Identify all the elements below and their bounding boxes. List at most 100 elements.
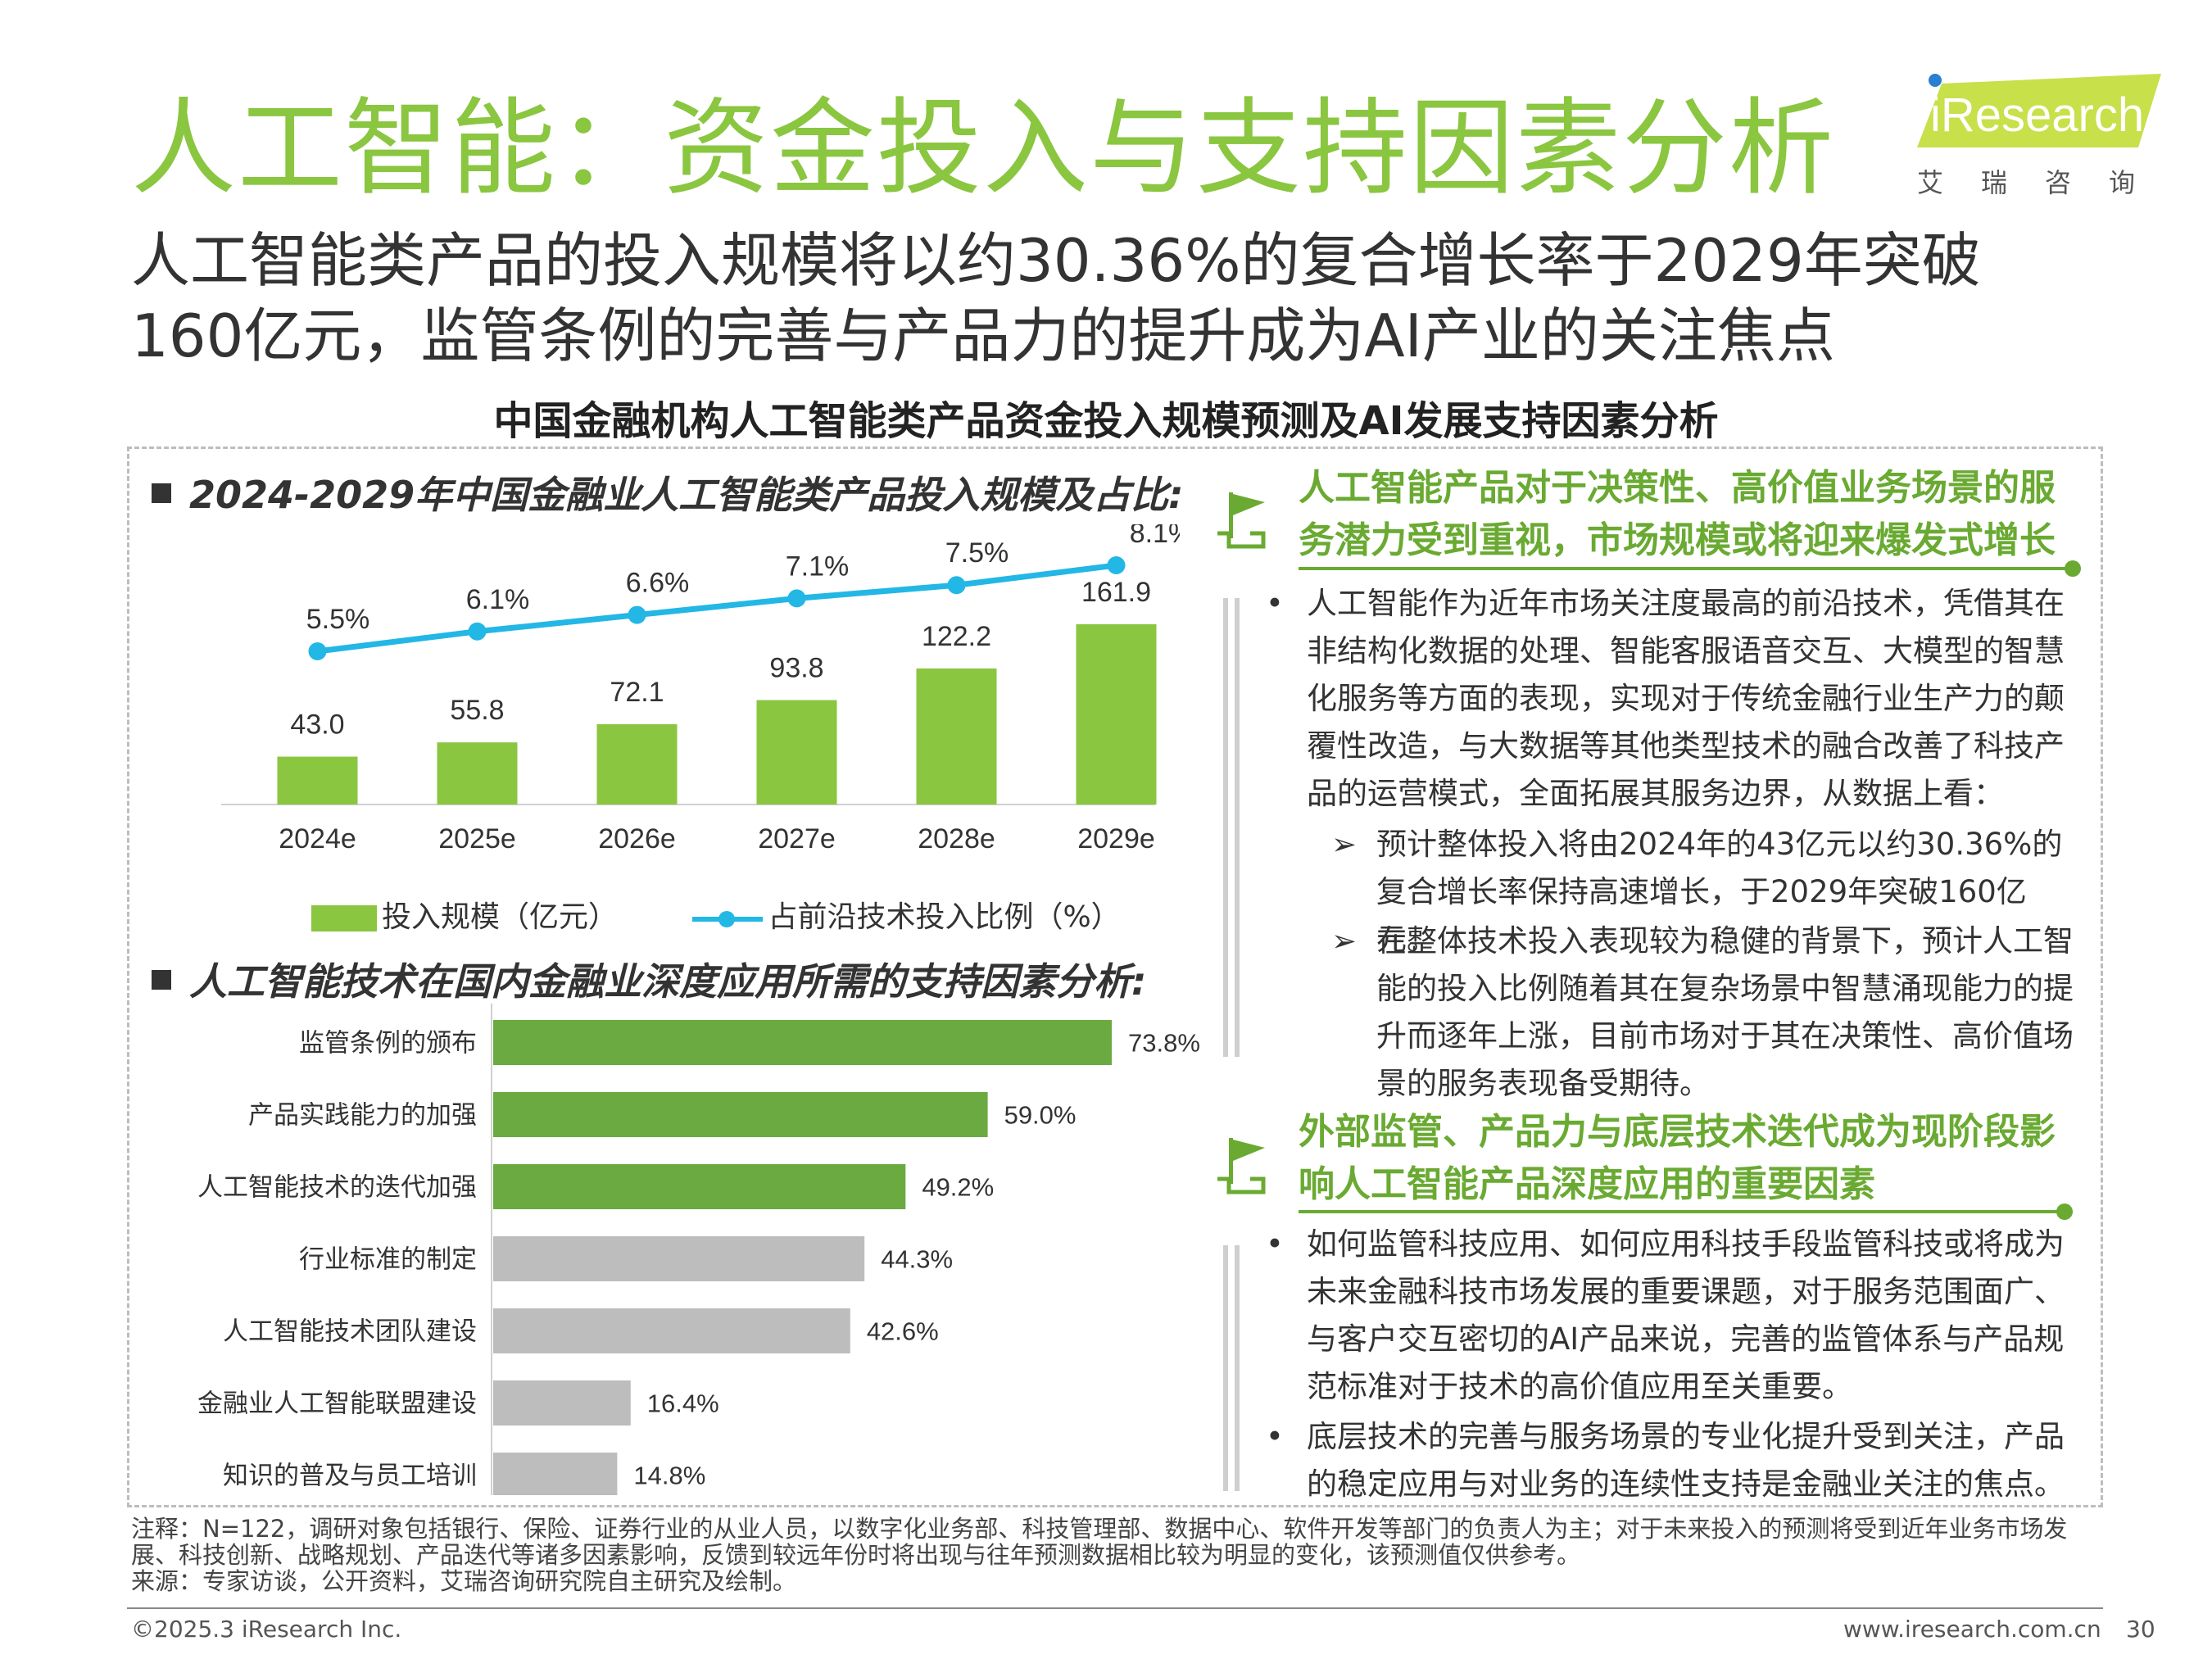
tick-label-2029e: 2029e: [1077, 823, 1155, 854]
bar-label-2026e: 72.1: [610, 677, 664, 708]
chart2-title: 人工智能技术在国内金融业深度应用所需的支持因素分析:: [189, 959, 1147, 1004]
bar-2024e: [277, 756, 358, 805]
sec1-underline: [1299, 567, 2073, 570]
footer-copyright: ©2025.3 iResearch Inc.: [131, 1616, 402, 1643]
category-label: 人工智能技术团队建设: [223, 1317, 477, 1347]
ratio-label-2024e: 5.5%: [306, 604, 370, 635]
tick-label-2025e: 2025e: [438, 823, 516, 854]
chart2-heading: 人工智能技术在国内金融业深度应用所需的支持因素分析:: [152, 952, 1146, 1006]
sec2-bullet2: • 底层技术的完善与服务场景的专业化提升受到关注，产品的稳定应用与对业务的连续性…: [1266, 1413, 2085, 1508]
factor-value-label: 14.8%: [633, 1462, 705, 1490]
factor-value-label: 42.6%: [867, 1317, 939, 1346]
bar-2025e: [437, 742, 518, 805]
ratio-label-2026e: 6.6%: [626, 568, 690, 599]
ratio-point-2026e: [628, 605, 646, 624]
ratio-point-2024e: [308, 642, 327, 660]
legend-line-swatch: [692, 905, 764, 931]
chart1-title: 2024-2029年中国金融业人工智能类产品投入规模及占比:: [189, 473, 1184, 517]
tick-label-2028e: 2028e: [918, 823, 995, 854]
square-bullet-icon: [152, 969, 171, 990]
support-factors-chart: 监管条例的颁布 73.8% 产品实践能力的加强 59.0% 人工智能技术的迭代加强 49.…: [197, 1004, 1200, 1495]
footer-url[interactable]: www.iresearch.com.cn: [1843, 1616, 2101, 1643]
category-label: 产品实践能力的加强: [248, 1101, 477, 1131]
bar-2026e: [596, 724, 678, 805]
logo-text: iResearch: [1930, 88, 2144, 142]
sec1-bullet: • 人工智能作为近年市场关注度最高的前沿技术，凭借其在非结构化数据的处理、智能客…: [1266, 580, 2085, 818]
factor-bar: [493, 1453, 618, 1495]
category-label: 行业标准的制定: [299, 1245, 477, 1275]
ratio-point-2025e: [468, 622, 487, 641]
page-title: 人工智能：资金投入与支持因素分析: [131, 88, 1836, 210]
flag-icon: [1217, 1138, 1266, 1194]
legend-line-label: 占前沿技术投入比例（%）: [768, 900, 1121, 934]
ratio-label-2029e: 8.1%: [1130, 524, 1180, 549]
footer-divider: [127, 1607, 2103, 1609]
sec1-bullet-text: 人工智能作为近年市场关注度最高的前沿技术，凭借其在非结构化数据的处理、智能客服语…: [1307, 586, 2065, 811]
factor-value-label: 59.0%: [1004, 1101, 1077, 1130]
investment-combo-chart: 43.0 2024e 55.8 2025e 72.1 2026e 93.8 2027e 122.…: [221, 524, 1180, 854]
sec1-sub1: ➢ 预计整体投入将由2024年的43亿元以约30.36%的复合增长率保持高速增长…: [1331, 821, 2085, 963]
factor-bar: [493, 1380, 631, 1426]
sec2-bullet1-text: 如何监管科技应用、如何应用科技手段监管科技或将成为未来金融科技市场发展的重要课题…: [1307, 1226, 2065, 1404]
bar-label-2028e: 122.2: [922, 621, 991, 652]
right-sec2-title: 外部监管、产品力与底层技术迭代成为现阶段影响人工智能产品深度应用的重要因素: [1299, 1111, 2056, 1205]
ratio-label-2028e: 7.5%: [945, 537, 1009, 569]
sec2-underline: [1299, 1210, 2060, 1213]
bar-2028e: [916, 668, 997, 805]
sec1-sub2: ➢ 在整体技术投入表现较为稳健的背景下，预计人工智能的投入比例随着其在复杂场景中…: [1331, 918, 2085, 1108]
factor-value-label: 16.4%: [647, 1389, 719, 1418]
tick-label-2026e: 2026e: [598, 823, 676, 854]
factor-bar: [493, 1092, 988, 1137]
category-label: 知识的普及与员工培训: [223, 1462, 477, 1491]
factor-bar: [493, 1020, 1112, 1065]
sec1-sub1-text: 预计整体投入将由2024年的43亿元以约30.36%的复合增长率保持高速增长，于…: [1376, 827, 2063, 957]
main-heading: 中国金融机构人工智能类产品资金投入规模预测及AI发展支持因素分析: [493, 398, 1719, 444]
sec1-underline-dot: [2065, 560, 2081, 577]
category-label: 监管条例的颁布: [299, 1029, 477, 1058]
factor-value-label: 49.2%: [922, 1173, 994, 1202]
category-label: 金融业人工智能联盟建设: [197, 1389, 477, 1419]
sec2-bullet1: • 如何监管科技应用、如何应用科技手段监管科技或将成为未来金融科技市场发展的重要…: [1266, 1221, 2085, 1411]
tick-label-2027e: 2027e: [758, 823, 836, 854]
sec2-bullet2-text: 底层技术的完善与服务场景的专业化提升受到关注，产品的稳定应用与对业务的连续性支持…: [1307, 1419, 2065, 1502]
flag-icon: [1217, 492, 1266, 549]
ratio-label-2025e: 6.1%: [466, 584, 530, 615]
chart1-legend: 投入规模（亿元） 占前沿技术投入比例（%）: [311, 893, 1121, 936]
sec1-sub2-text: 在整体技术投入表现较为稳健的背景下，预计人工智能的投入比例随着其在复杂场景中智慧…: [1376, 923, 2074, 1101]
category-label: 人工智能技术的迭代加强: [197, 1173, 477, 1203]
factor-bar: [493, 1308, 850, 1353]
iresearch-logo: iResearch: [1917, 72, 2163, 154]
square-bullet-icon: [152, 483, 171, 503]
factor-bar: [493, 1164, 906, 1209]
bar-label-2029e: 161.9: [1081, 577, 1151, 608]
bar-2029e: [1076, 624, 1157, 805]
page-number: 30: [2126, 1616, 2155, 1643]
bar-2027e: [756, 700, 837, 805]
sec2-side-bar: [1223, 1245, 1241, 1491]
ratio-point-2028e: [947, 576, 966, 595]
logo-mark: iResearch: [1917, 74, 2161, 147]
content-frame: [127, 446, 2103, 1507]
ratio-label-2027e: 7.1%: [786, 551, 850, 582]
ratio-point-2029e: [1107, 556, 1126, 574]
factor-bar: [493, 1236, 865, 1281]
source-text: 来源：专家访谈，公开资料，艾瑞咨询研究院自主研究及绘制。: [131, 1567, 797, 1595]
logo-chinese: 艾瑞咨询: [1917, 167, 2173, 198]
chart1-heading: 2024-2029年中国金融业人工智能类产品投入规模及占比:: [152, 465, 1184, 519]
legend-bar-label: 投入规模（亿元）: [382, 900, 619, 934]
factor-value-label: 73.8%: [1128, 1029, 1200, 1058]
notes: 注释：N=122，调研对象包括银行、保险、证券行业的从业人员，以数字化业务部、科…: [131, 1516, 2114, 1594]
note-text: 注释：N=122，调研对象包括银行、保险、证券行业的从业人员，以数字化业务部、科…: [131, 1515, 2068, 1569]
bar-label-2025e: 55.8: [450, 695, 504, 726]
ratio-line: [317, 562, 1117, 655]
sec2-underline-dot: [2056, 1203, 2073, 1220]
right-sec1-title: 人工智能产品对于决策性、高价值业务场景的服务潜力受到重视，市场规模或将迎来爆发式…: [1299, 467, 2056, 561]
tick-label-2024e: 2024e: [279, 823, 356, 854]
sec1-side-bar: [1223, 598, 1241, 1057]
page-subtitle: 人工智能类产品的投入规模将以约30.36%的复合增长率于2029年突破160亿元…: [131, 226, 1981, 370]
bar-label-2027e: 93.8: [769, 653, 823, 684]
factor-value-label: 44.3%: [881, 1245, 953, 1274]
bar-label-2024e: 43.0: [290, 709, 344, 741]
ratio-point-2027e: [787, 589, 806, 608]
legend-bar-swatch: [311, 905, 377, 931]
